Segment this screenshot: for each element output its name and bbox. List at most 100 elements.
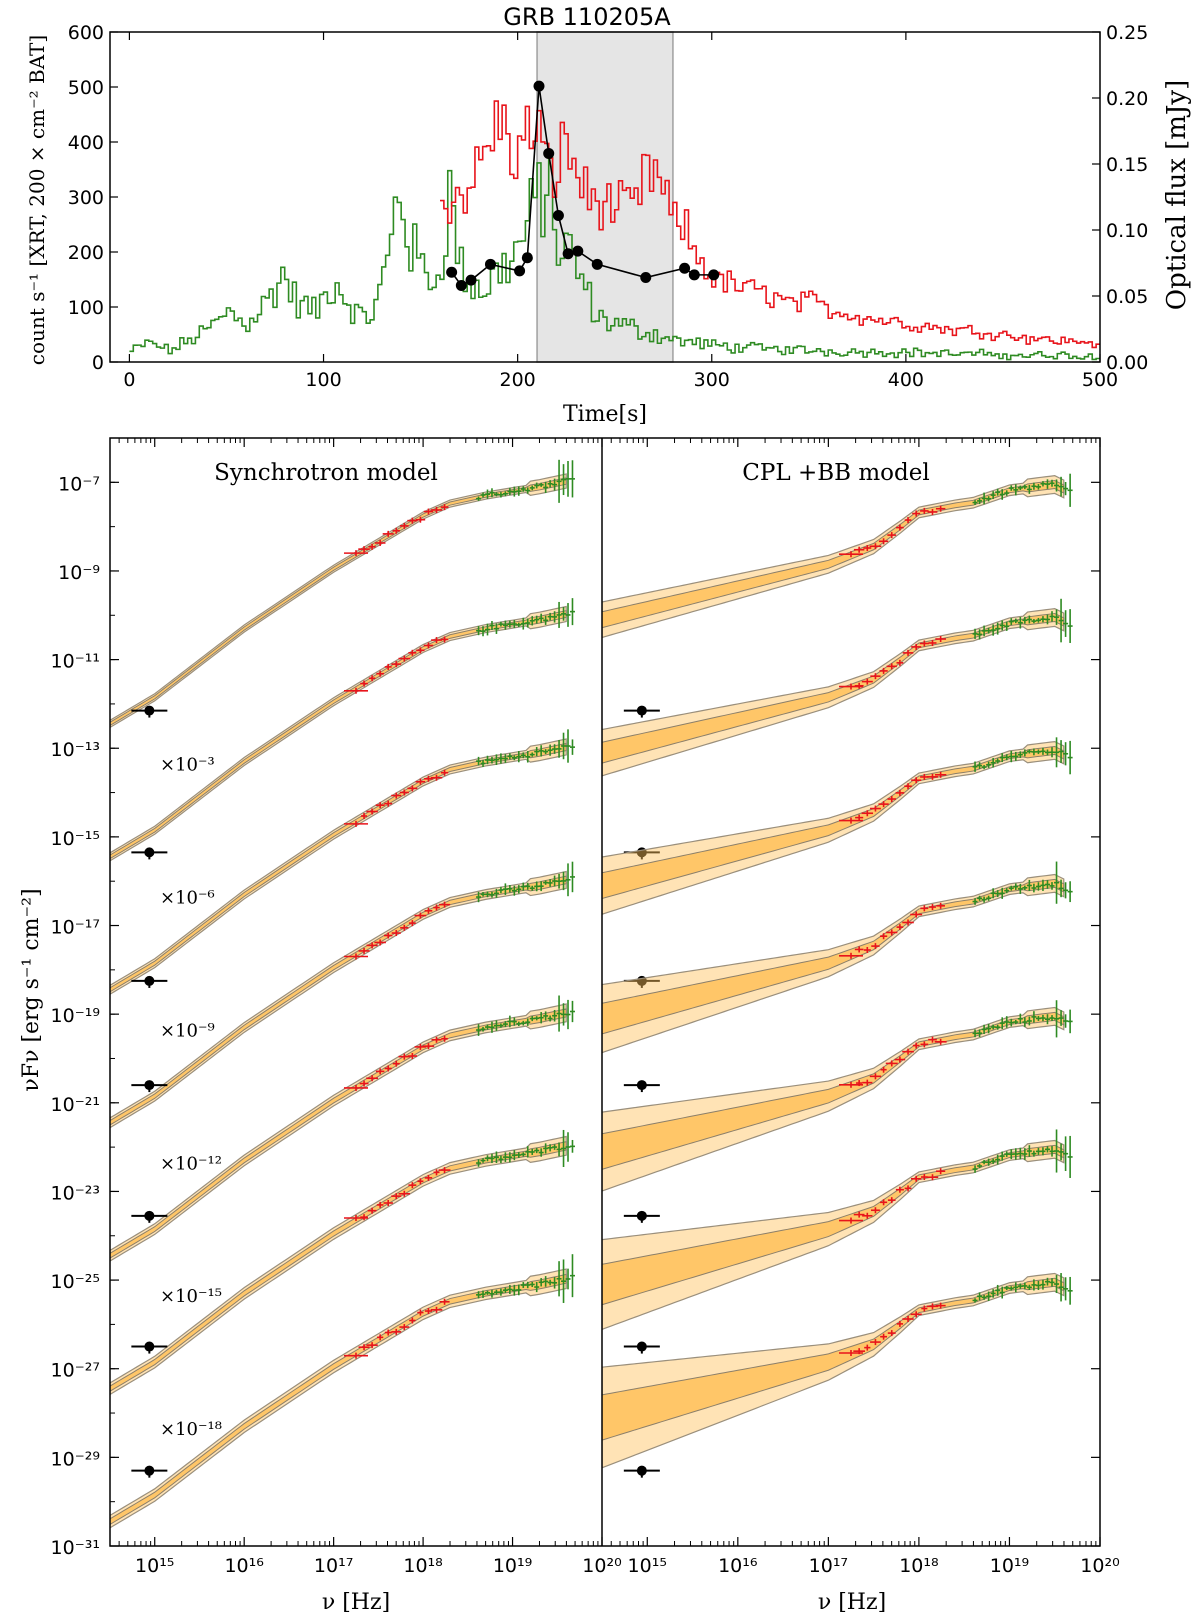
x-tick-label: 10¹⁸ <box>899 1555 938 1577</box>
optical-point <box>533 80 545 92</box>
y-tick-label: 10⁻⁷ <box>58 473 100 495</box>
bottom-plot-frame <box>109 437 1101 1547</box>
x-tick-label: 10¹⁹ <box>493 1555 532 1577</box>
optical-sed-point <box>144 1210 155 1221</box>
model-band-inner <box>110 1008 567 1259</box>
y-tick-label: 10⁻¹¹ <box>51 651 100 673</box>
x-tick-label: 0 <box>123 369 135 391</box>
optical-point <box>514 265 526 277</box>
optical-point <box>688 269 700 281</box>
model-band-inner <box>602 878 1065 1035</box>
optical-sed-point <box>144 1341 155 1352</box>
y-tick-label: 10⁻²⁵ <box>51 1271 100 1293</box>
scale-factor-label: ×10⁻³ <box>160 754 215 775</box>
y-tick-label-left: 0 <box>92 352 104 374</box>
model-band-outer <box>110 605 567 862</box>
optical-point <box>552 209 564 221</box>
bat-light-curve <box>129 156 1100 361</box>
cpl-bb-panel-title: CPL +BB model <box>742 460 929 486</box>
model-band-inner <box>110 610 567 860</box>
y-tick-label: 10⁻¹⁷ <box>51 917 100 939</box>
model-band-outer <box>110 1003 567 1262</box>
model-band-inner <box>110 477 567 727</box>
optical-sed-point <box>636 1080 647 1091</box>
y-tick-label: 10⁻¹⁹ <box>51 1005 100 1027</box>
optical-point <box>708 269 720 281</box>
model-band-outer <box>602 475 1065 639</box>
optical-sed-point <box>144 1080 155 1091</box>
y-tick-label-right: 0.15 <box>1106 154 1148 176</box>
model-band-inner <box>602 1144 1065 1306</box>
synchrotron-panel: Synchrotron model ×10⁻³ ×10⁻⁶ ×10⁻⁹ ×10⁻¹² ×… <box>110 459 575 1529</box>
x-tick-label: 200 <box>500 369 536 391</box>
optical-light-curve <box>451 86 714 287</box>
model-band-outer <box>110 870 567 1129</box>
scale-factor-label: ×10⁻¹⁸ <box>160 1419 222 1440</box>
chart-title: GRB 110205A <box>503 3 671 31</box>
model-band-inner <box>602 612 1065 764</box>
x-tick-label: 10¹⁷ <box>809 1555 848 1577</box>
synchrotron-panel-title: Synchrotron model <box>214 460 438 486</box>
y-tick-label-right: 0.10 <box>1106 220 1148 242</box>
model-band-inner <box>602 745 1065 900</box>
y-tick-label: 10⁻¹⁵ <box>51 828 100 850</box>
model-band-outer <box>110 1135 567 1396</box>
scale-factor-label: ×10⁻⁶ <box>160 887 215 908</box>
optical-point <box>521 252 533 264</box>
x-tick-label: 10¹⁹ <box>990 1555 1029 1577</box>
y-tick-label: 10⁻²¹ <box>51 1094 100 1116</box>
x-tick-label: 10²⁰ <box>582 1555 621 1577</box>
x-tick-label: 10¹⁷ <box>314 1555 353 1577</box>
optical-point <box>562 248 574 260</box>
y-tick-label-right: 0.00 <box>1106 352 1148 374</box>
model-band-outer <box>110 738 567 995</box>
model-band-outer <box>110 1268 567 1529</box>
optical-sed-point <box>636 1341 647 1352</box>
x-tick-label: 400 <box>888 369 924 391</box>
x-tick-label: 500 <box>1082 369 1118 391</box>
optical-point <box>543 147 555 159</box>
x-tick-label: 10¹⁸ <box>403 1555 442 1577</box>
y-tick-label-left: 200 <box>68 242 104 264</box>
model-band-inner <box>110 742 567 993</box>
model-band-inner <box>602 1277 1065 1441</box>
optical-point <box>679 262 691 274</box>
optical-point <box>484 258 496 270</box>
y-tick-label-right: 0.25 <box>1106 22 1148 44</box>
scale-factor-label: ×10⁻¹⁵ <box>160 1286 222 1307</box>
scale-factor-label: ×10⁻¹² <box>160 1153 222 1174</box>
x-tick-label: 100 <box>305 369 341 391</box>
optical-sed-point <box>144 847 155 858</box>
optical-sed-point <box>144 705 155 716</box>
y-tick-label-left: 300 <box>68 187 104 209</box>
y-tick-label-right: 0.05 <box>1106 286 1148 308</box>
model-band-inner <box>110 875 567 1126</box>
y-tick-label-left: 400 <box>68 132 104 154</box>
optical-point <box>640 272 652 284</box>
x-axis-label-left: ν [Hz] <box>322 1590 390 1615</box>
optical-point <box>446 266 458 278</box>
optical-point <box>572 245 584 257</box>
x-tick-label: 10¹⁵ <box>135 1555 174 1577</box>
y-tick-label-left: 100 <box>68 297 104 319</box>
model-band-inner <box>110 1273 567 1526</box>
optical-sed-point <box>144 1465 155 1476</box>
cpl-bb-panel: CPL +BB model <box>602 460 1073 1478</box>
optical-sed-point <box>636 705 647 716</box>
x-axis-label: Time[s] <box>563 402 647 427</box>
highlight-interval <box>536 31 674 363</box>
scale-factor-label: ×10⁻⁹ <box>160 1020 215 1041</box>
optical-sed-point <box>636 1465 647 1476</box>
model-band-inner <box>602 480 1065 629</box>
optical-point <box>591 258 603 270</box>
model-band-inner <box>602 1011 1065 1170</box>
light-curve-panel: 0 100 200 300 400 500 0 100 200 300 400 500 600 0.0… <box>25 3 1192 427</box>
optical-point <box>465 274 477 286</box>
y-tick-label-left: 600 <box>68 22 104 44</box>
y-tick-label: 10⁻²³ <box>51 1182 100 1204</box>
y-tick-label-right: 0.20 <box>1106 88 1148 110</box>
y-tick-label: 10⁻⁹ <box>58 562 100 584</box>
y-tick-label: 10⁻¹³ <box>51 739 100 761</box>
optical-sed-point <box>144 975 155 986</box>
